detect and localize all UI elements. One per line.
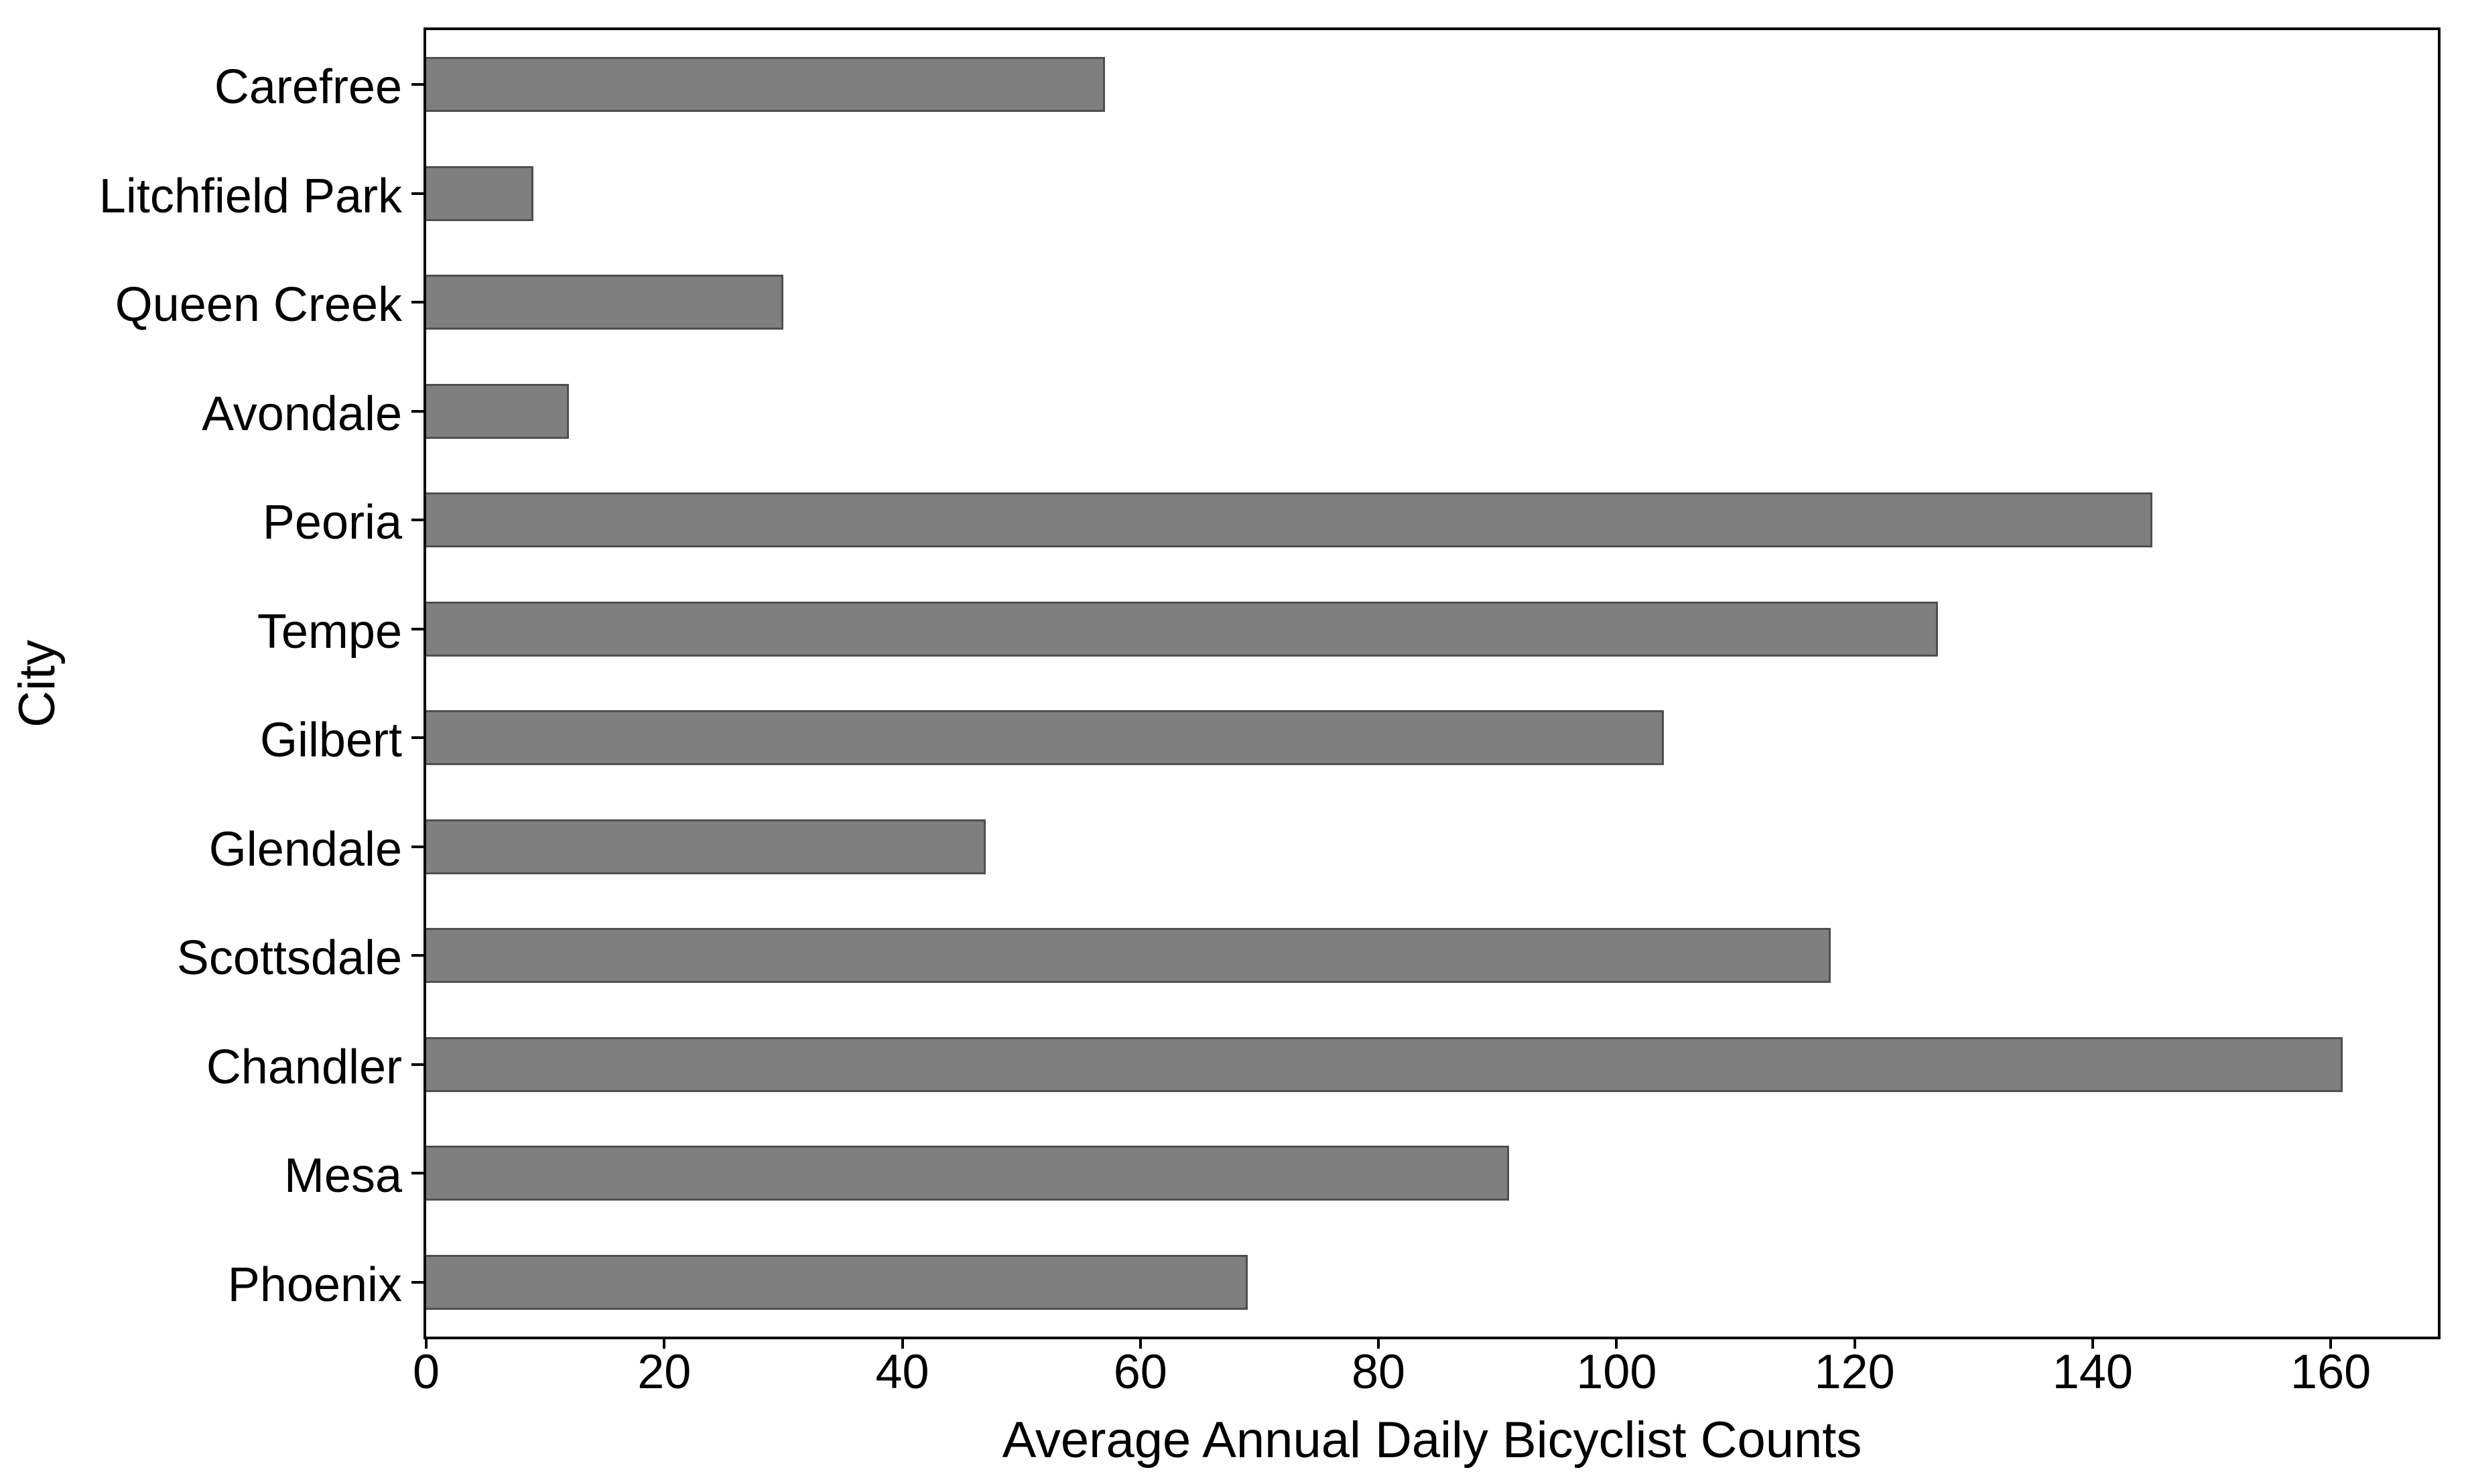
y-tick-mark: [411, 736, 424, 740]
bar-glendale: [426, 819, 986, 874]
y-tick-mark: [411, 1063, 424, 1066]
y-tick-mark: [411, 1280, 424, 1284]
x-tick-label-20: 20: [637, 1345, 692, 1399]
x-tick-label-160: 160: [2290, 1345, 2372, 1399]
y-tick-label-scottsdale: Scottsdale: [176, 931, 402, 986]
y-tick-mark: [411, 301, 424, 304]
x-tick-label-80: 80: [1352, 1345, 1406, 1399]
bar-carefree: [426, 57, 1105, 113]
x-tick-label-100: 100: [1576, 1345, 1657, 1399]
y-tick-label-mesa: Mesa: [283, 1149, 402, 1203]
bar-phoenix: [426, 1254, 1248, 1310]
bar-queen-creek: [426, 275, 783, 330]
y-tick-label-avondale: Avondale: [202, 387, 402, 441]
y-tick-label-phoenix: Phoenix: [227, 1258, 402, 1312]
y-tick-mark: [411, 409, 424, 413]
bar-peoria: [426, 492, 2152, 548]
y-tick-label-peoria: Peoria: [262, 496, 402, 550]
x-tick-mark: [1139, 1339, 1142, 1349]
bar-gilbert: [426, 710, 1665, 766]
y-tick-mark: [411, 192, 424, 195]
x-tick-mark: [425, 1339, 428, 1349]
y-tick-label-queen-creek: Queen Creek: [115, 278, 402, 332]
x-axis-title: Average Annual Daily Bicyclist Counts: [1002, 1412, 1862, 1469]
bar-tempe: [426, 601, 1938, 657]
x-tick-label-0: 0: [412, 1345, 440, 1399]
y-tick-mark: [411, 845, 424, 848]
y-tick-mark: [411, 954, 424, 957]
y-tick-label-chandler: Chandler: [206, 1040, 402, 1094]
x-tick-mark: [1853, 1339, 1856, 1349]
plot-panel: [424, 27, 2441, 1339]
x-tick-label-40: 40: [875, 1345, 929, 1399]
bar-chandler: [426, 1036, 2343, 1092]
x-tick-mark: [1377, 1339, 1380, 1349]
y-tick-label-tempe: Tempe: [257, 604, 402, 659]
x-tick-label-140: 140: [2052, 1345, 2133, 1399]
y-tick-mark: [411, 519, 424, 522]
x-tick-mark: [663, 1339, 666, 1349]
y-tick-label-glendale: Glendale: [208, 822, 402, 876]
y-tick-mark: [411, 1172, 424, 1175]
x-tick-label-60: 60: [1113, 1345, 1167, 1399]
x-tick-label-120: 120: [1814, 1345, 1895, 1399]
x-tick-mark: [901, 1339, 904, 1349]
y-tick-mark: [411, 627, 424, 630]
bar-scottsdale: [426, 928, 1831, 984]
y-tick-label-gilbert: Gilbert: [259, 714, 402, 768]
y-tick-label-carefree: Carefree: [214, 60, 402, 115]
x-tick-mark: [2091, 1339, 2094, 1349]
bar-litchfield-park: [426, 165, 533, 221]
y-axis-title-wrap: City: [9, 27, 66, 1339]
x-tick-mark: [1615, 1339, 1618, 1349]
y-tick-mark: [411, 83, 424, 86]
bar-mesa: [426, 1146, 1510, 1201]
y-tick-label-litchfield-park: Litchfield Park: [99, 169, 402, 223]
x-tick-mark: [2329, 1339, 2333, 1349]
bar-avondale: [426, 383, 570, 439]
